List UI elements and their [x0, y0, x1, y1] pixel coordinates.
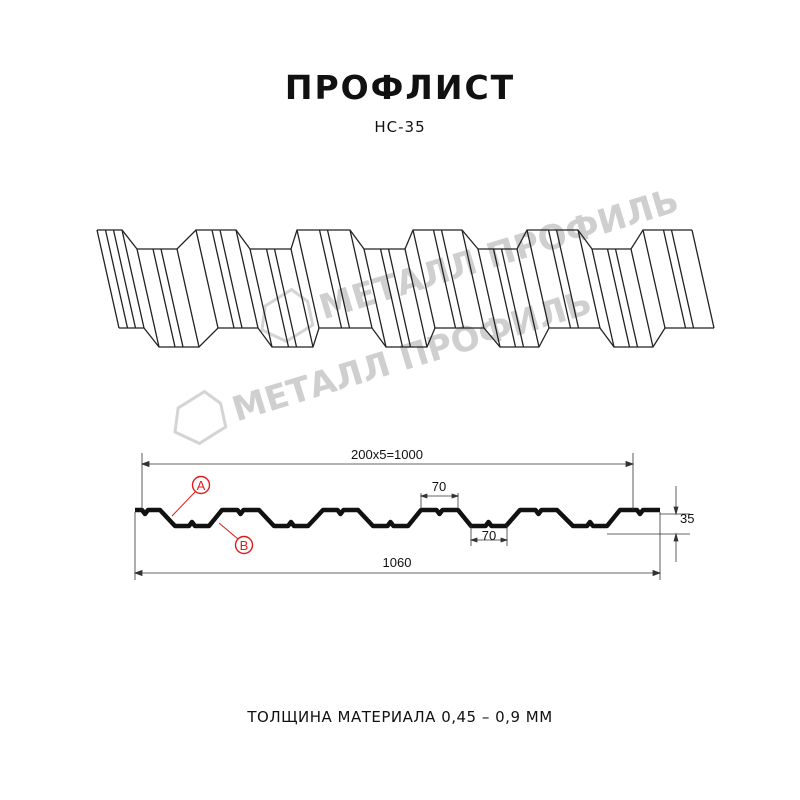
sheet-fold-line — [349, 229, 373, 329]
sheet-fold-line — [614, 248, 639, 348]
sheet-fold-line — [412, 229, 436, 329]
sheet-edge — [97, 229, 692, 250]
sheet-fold-line — [112, 229, 137, 329]
sheet-fold-line — [296, 229, 320, 329]
dimension-valley-width: 70 — [482, 528, 496, 543]
sheet-fold-line — [363, 248, 387, 348]
profile-line — [135, 507, 660, 529]
watermark-text: МЕТАЛЛ ПРОФИЛЬ — [228, 283, 597, 430]
model-subtitle: НС-35 — [374, 118, 426, 136]
sheet-fold-line — [273, 248, 298, 348]
dimension-lines — [133, 453, 690, 580]
sheet-fold-line — [461, 229, 485, 329]
sheet-fold-line — [432, 229, 457, 329]
sheet-fold-line — [662, 229, 687, 329]
sheet-fold-line — [96, 229, 120, 329]
sheet-fold-line — [160, 248, 184, 348]
sheet-fold-line — [477, 248, 501, 348]
sheet-fold-line — [404, 248, 428, 348]
dimension-height: 35 — [680, 511, 694, 526]
marker-b: B — [218, 522, 254, 555]
marker-a-label: A — [197, 478, 206, 493]
sheet-fold-line — [195, 229, 219, 329]
marker-b-label: B — [240, 538, 249, 553]
sheet-fold-line — [290, 248, 314, 348]
sheet-fold-line — [555, 229, 580, 329]
profile-section — [135, 507, 660, 529]
sheet-fold-line — [176, 248, 200, 348]
sheet-fold-line — [500, 248, 525, 348]
dimension-pitch-total: 200x5=1000 — [351, 447, 423, 462]
sheet-fold-line — [440, 229, 465, 329]
sheet-fold-line — [387, 248, 412, 348]
sheet-fold-line — [577, 229, 601, 329]
sheet-fold-line — [249, 248, 273, 348]
sheet-fold-line — [265, 248, 290, 348]
sheet-fold-line — [642, 229, 666, 329]
sheet-fold-line — [516, 248, 540, 348]
sheet-fold-line — [606, 248, 631, 348]
material-thickness-note: ТОЛЩИНА МАТЕРИАЛА 0,45 – 0,9 ММ — [247, 708, 553, 726]
page-title: ПРОФЛИСТ — [284, 68, 516, 107]
sheet-fold-line — [670, 229, 695, 329]
sheet-fold-line — [121, 229, 145, 329]
sheet-fold-line — [326, 229, 351, 329]
sheet-fold-line — [547, 229, 572, 329]
sheet-fold-line — [211, 229, 235, 329]
sheet-fold-line — [152, 248, 176, 348]
sheet-edge — [119, 327, 714, 348]
dimension-crest-width: 70 — [432, 479, 446, 494]
sheet-fold-line — [136, 248, 160, 348]
sheet-fold-line — [219, 229, 243, 329]
sheet-fold-line — [235, 229, 259, 329]
sheet-fold-line — [492, 248, 517, 348]
marker-a: A — [171, 475, 211, 517]
sheet-3d-view — [96, 229, 715, 348]
sheet-fold-line — [691, 229, 715, 329]
sheet-fold-line — [104, 229, 129, 329]
sheet-fold-line — [591, 248, 615, 348]
sheet-fold-line — [526, 229, 550, 329]
sheet-fold-line — [318, 229, 343, 329]
dimension-total-width: 1060 — [383, 555, 412, 570]
sheet-fold-line — [630, 248, 654, 348]
sheet-fold-line — [379, 248, 404, 348]
